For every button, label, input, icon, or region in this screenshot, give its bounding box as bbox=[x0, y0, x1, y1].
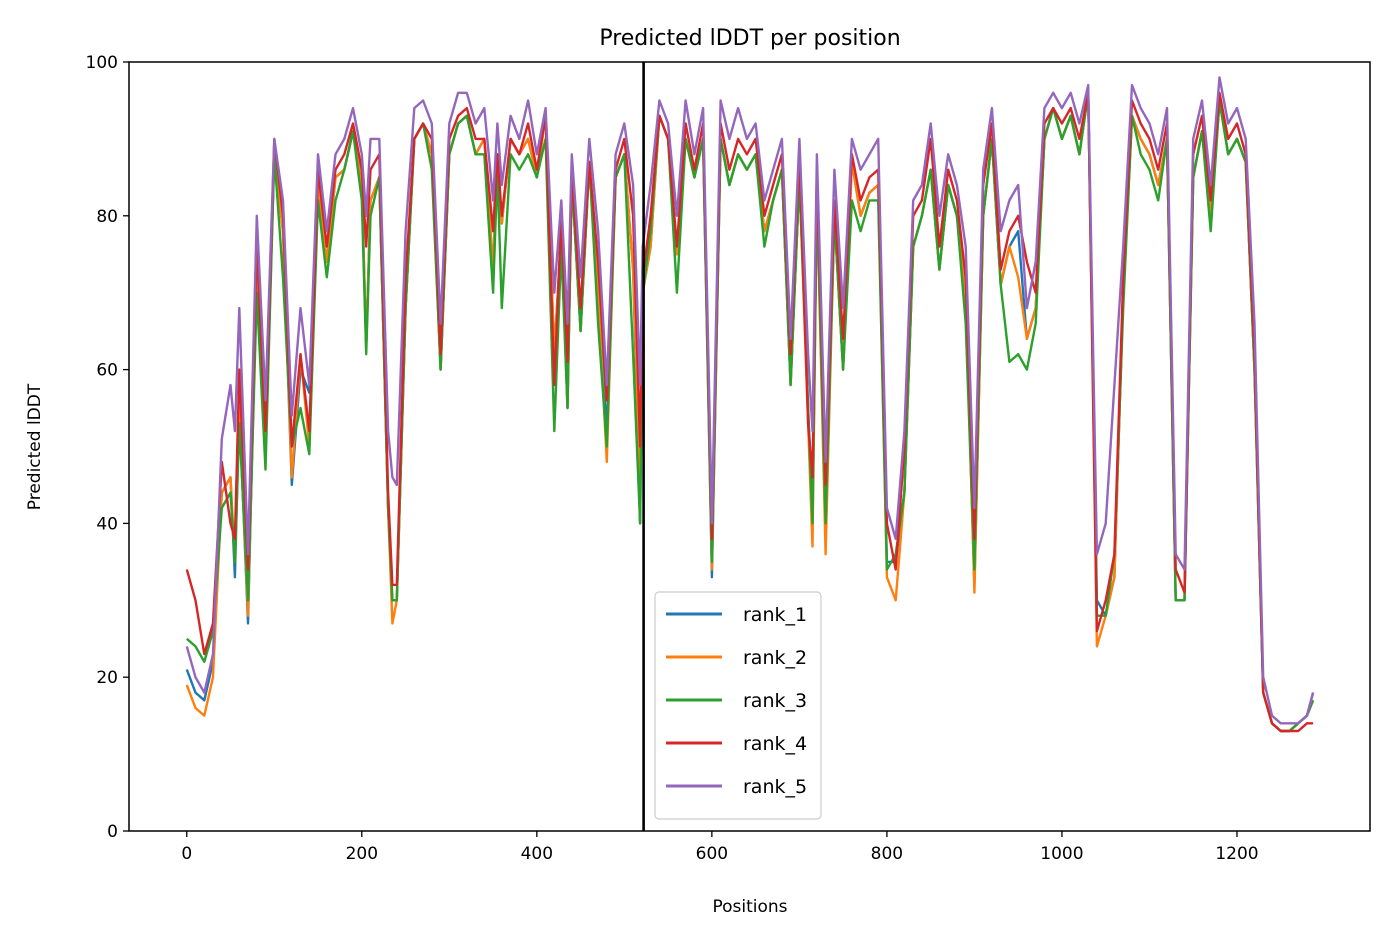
y-axis-ticks: 0 20 40 60 80 100 bbox=[86, 53, 129, 842]
x-tick-label: 800 bbox=[871, 844, 903, 864]
x-tick-label: 0 bbox=[181, 844, 192, 864]
x-axis-ticks: 0 200 400 600 800 1000 1200 bbox=[181, 831, 1259, 864]
legend-label-rank_4: rank_4 bbox=[743, 733, 807, 755]
y-tick-label: 60 bbox=[96, 361, 118, 381]
x-tick-label: 1200 bbox=[1215, 844, 1258, 864]
legend-label-rank_1: rank_1 bbox=[743, 604, 807, 626]
y-tick-label: 80 bbox=[96, 207, 118, 227]
legend-label-rank_5: rank_5 bbox=[743, 776, 807, 798]
chart-title: Predicted lDDT per position bbox=[599, 26, 900, 51]
legend: rank_1 rank_2 rank_3 rank_4 rank_5 bbox=[654, 591, 822, 820]
series-line-rank_5 bbox=[185, 76, 1315, 725]
plot-frame bbox=[128, 61, 1371, 832]
x-axis-label: Positions bbox=[712, 897, 787, 917]
legend-box bbox=[654, 591, 822, 820]
legend-label-rank_3: rank_3 bbox=[743, 690, 807, 712]
y-tick-label: 40 bbox=[96, 514, 118, 534]
legend-label-rank_2: rank_2 bbox=[743, 647, 807, 669]
x-tick-label: 1000 bbox=[1040, 844, 1083, 864]
x-tick-label: 200 bbox=[346, 844, 378, 864]
y-axis-label: Predicted lDDT bbox=[25, 383, 45, 510]
y-tick-label: 20 bbox=[96, 668, 118, 688]
y-tick-label: 0 bbox=[107, 822, 118, 842]
x-tick-label: 600 bbox=[696, 844, 728, 864]
y-tick-label: 100 bbox=[86, 53, 118, 73]
plot-lines bbox=[185, 62, 1315, 831]
series-line-rank_4 bbox=[185, 91, 1314, 733]
x-tick-label: 400 bbox=[521, 844, 553, 864]
